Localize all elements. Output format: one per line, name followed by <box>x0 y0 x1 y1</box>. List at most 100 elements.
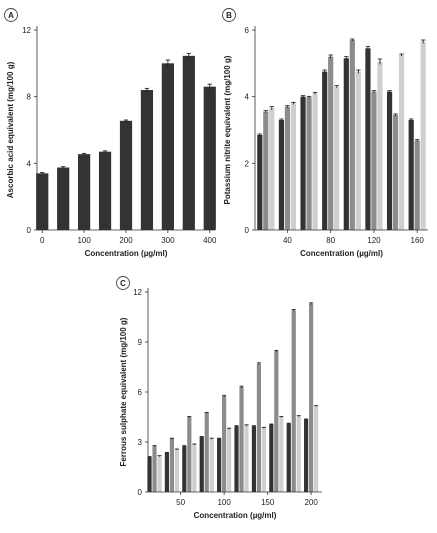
bar <box>420 41 426 230</box>
bar <box>312 93 318 230</box>
bar <box>290 103 297 230</box>
bar <box>296 416 301 492</box>
bar <box>322 71 328 230</box>
bar <box>140 90 154 230</box>
bar <box>192 444 197 492</box>
bar <box>119 120 133 230</box>
bar <box>355 71 361 230</box>
bar <box>309 303 314 492</box>
bar <box>174 449 180 492</box>
bar <box>269 108 275 230</box>
bar <box>278 120 285 230</box>
x-axis-label: Concentration (µg/ml) <box>85 249 168 258</box>
x-axis-label: Concentration (µg/ml) <box>300 249 383 258</box>
bar <box>274 351 279 492</box>
x-tick-label: 0 <box>40 236 45 245</box>
bar <box>365 48 371 230</box>
bar <box>291 310 296 492</box>
bar <box>286 423 291 492</box>
y-tick-label: 4 <box>245 93 250 102</box>
y-tick-label: 4 <box>27 159 32 168</box>
y-tick-label: 9 <box>138 338 143 347</box>
y-tick-label: 2 <box>245 159 250 168</box>
bar <box>239 387 244 492</box>
x-tick-label: 200 <box>304 498 318 507</box>
panel-label: C <box>120 279 126 288</box>
bar <box>304 419 309 492</box>
bar <box>244 425 249 492</box>
bar <box>334 86 340 230</box>
panel-label: B <box>226 11 232 20</box>
x-tick-label: 400 <box>203 236 217 245</box>
chart-panel-a: A 0 4 8 12 0 100 200 300 400 Concentration (µg/ml)… <box>4 8 217 258</box>
y-tick-label: 0 <box>245 226 250 235</box>
bar <box>343 58 349 230</box>
y-tick-label: 0 <box>138 488 143 497</box>
y-tick-label: 12 <box>22 26 31 35</box>
panel-badge <box>4 8 18 22</box>
bar <box>300 96 306 230</box>
bar <box>349 40 355 230</box>
bar <box>256 363 262 492</box>
bar <box>284 106 291 230</box>
bar <box>269 424 274 492</box>
bar <box>217 438 222 492</box>
bar <box>408 120 414 230</box>
y-tick-label: 0 <box>27 226 32 235</box>
bar <box>199 437 204 492</box>
x-tick-label: 300 <box>161 236 175 245</box>
x-tick-label: 100 <box>77 236 91 245</box>
bar <box>169 438 175 492</box>
y-tick-label: 8 <box>27 93 32 102</box>
bar <box>157 456 162 492</box>
x-tick-label: 100 <box>217 498 231 507</box>
panel-badge <box>222 8 236 22</box>
y-axis-label: Potassium nitrite equivalent (mg/100 g) <box>223 55 232 204</box>
x-tick-label: 200 <box>119 236 133 245</box>
bar <box>392 115 399 230</box>
bar <box>187 417 192 492</box>
x-tick-label: 50 <box>176 498 185 507</box>
y-tick-label: 6 <box>245 26 250 35</box>
chart-panel-b: B 0 2 4 6 40 80 120 160 Concentration (µg/ml) Pota… <box>222 8 428 258</box>
x-tick-label: 80 <box>326 236 335 245</box>
bar <box>147 457 152 492</box>
x-tick-label: 150 <box>261 498 275 507</box>
bar <box>234 426 239 492</box>
bar <box>182 55 195 230</box>
bar <box>57 167 70 230</box>
bar <box>98 151 112 230</box>
bar <box>209 438 214 492</box>
bar <box>306 97 312 230</box>
bar <box>257 135 263 230</box>
bar <box>152 446 157 492</box>
chart-panel-c: C 0 3 6 9 12 50 100 150 200 Concentration (µg/ml) F… <box>116 276 322 520</box>
y-axis-label: Ascorbic acid equivalent (mg/100 g) <box>6 61 15 198</box>
bar <box>279 417 284 492</box>
y-tick-label: 12 <box>133 288 142 297</box>
bar <box>222 396 227 492</box>
bar <box>227 428 232 492</box>
bar <box>78 154 91 230</box>
x-tick-label: 160 <box>411 236 425 245</box>
bar <box>414 140 420 230</box>
y-tick-label: 3 <box>138 438 143 447</box>
bar <box>263 111 269 230</box>
bar <box>204 412 209 492</box>
bar <box>328 56 334 230</box>
y-tick-label: 6 <box>138 388 143 397</box>
bar <box>377 61 383 230</box>
x-tick-label: 40 <box>283 236 292 245</box>
bar <box>182 446 187 492</box>
bar <box>36 173 49 230</box>
y-axis-label: Ferrous sulphate equivalent (mg/100 g) <box>119 317 128 466</box>
bar <box>203 86 216 230</box>
bar <box>386 91 393 230</box>
bar <box>398 55 405 230</box>
x-axis-label: Concentration (µg/ml) <box>194 511 277 520</box>
bar <box>371 91 377 230</box>
bar <box>261 427 267 492</box>
bar <box>314 406 319 492</box>
bar <box>161 63 174 230</box>
